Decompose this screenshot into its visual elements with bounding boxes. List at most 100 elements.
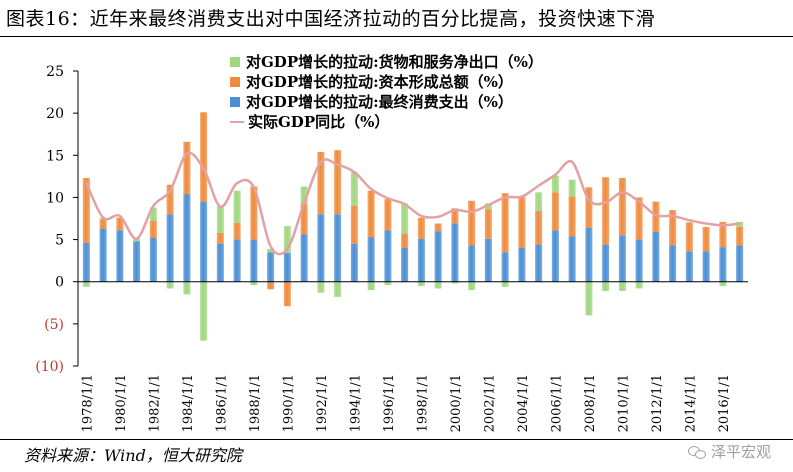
- legend-swatch-capital-formation: [230, 77, 240, 87]
- x-tick-label: 1996/1/1: [382, 374, 397, 432]
- legend-label-net-exports: 对GDP增长的拉动:货物和服务净出口（%）: [246, 53, 543, 71]
- consumption-bar: [736, 245, 744, 282]
- net-exports-bar: [384, 281, 392, 286]
- net-exports-bar: [166, 281, 174, 289]
- capital-formation-bar: [149, 221, 157, 238]
- x-tick-label: 1998/1/1: [415, 374, 430, 432]
- x-tick-label: 1990/1/1: [281, 374, 296, 432]
- capital-formation-bar: [551, 192, 559, 231]
- consumption-bar: [384, 230, 392, 282]
- net-exports-bar: [551, 175, 559, 193]
- net-exports-bar: [451, 281, 459, 284]
- x-tick-label: 2006/1/1: [549, 374, 564, 432]
- capital-formation-bar: [250, 186, 258, 240]
- x-tick-label: 2010/1/1: [616, 374, 631, 432]
- consumption-bar: [568, 236, 576, 282]
- net-exports-bar: [317, 281, 325, 293]
- legend-item-consumption: 对GDP增长的拉动:最终消费支出（%）: [230, 92, 543, 112]
- consumption-bar: [652, 231, 660, 282]
- consumption-bar: [484, 238, 492, 282]
- y-axis: 25 20 15 10 5 0 (5) (10): [35, 64, 79, 375]
- consumption-bar: [116, 230, 124, 282]
- capital-formation-bar: [267, 281, 275, 290]
- y-tick-label: 25: [46, 64, 64, 80]
- capital-formation-bar: [518, 197, 526, 248]
- x-tick-label: 2004/1/1: [516, 374, 531, 432]
- net-exports-bar: [417, 281, 425, 286]
- legend-swatch-net-exports: [230, 57, 240, 67]
- x-tick-label: 2016/1/1: [717, 374, 732, 432]
- capital-formation-bar: [484, 209, 492, 239]
- net-exports-bar: [300, 186, 308, 204]
- bottom-rule: [0, 439, 793, 440]
- net-exports-bar: [434, 281, 442, 289]
- x-tick-label: 1980/1/1: [114, 374, 129, 432]
- capital-formation-bar: [283, 281, 291, 307]
- wechat-icon: [687, 445, 706, 459]
- capital-formation-bar: [535, 210, 543, 245]
- consumption-bar: [317, 214, 325, 282]
- x-tick-label: 1994/1/1: [348, 374, 363, 432]
- consumption-bar: [283, 253, 291, 282]
- consumption-bar: [518, 248, 526, 282]
- capital-formation-bar: [635, 197, 643, 240]
- gdp-growth-line: [85, 151, 740, 256]
- consumption-bar: [300, 234, 308, 282]
- consumption-bar: [434, 231, 442, 282]
- consumption-bar: [719, 247, 727, 282]
- capital-formation-bar: [501, 193, 509, 253]
- capital-formation-bar: [602, 177, 610, 245]
- consumption-bar: [702, 251, 710, 282]
- consumption-bar: [99, 228, 107, 282]
- x-tick-label: 2000/1/1: [449, 374, 464, 432]
- net-exports-bar: [568, 179, 576, 197]
- x-tick-label: 1986/1/1: [214, 374, 229, 432]
- chart-legend: 对GDP增长的拉动:货物和服务净出口（%） 对GDP增长的拉动:资本形成总额（%…: [230, 52, 543, 132]
- net-exports-bar: [233, 190, 241, 223]
- consumption-bar: [585, 227, 593, 282]
- consumption-bar: [216, 243, 224, 282]
- consumption-bar: [166, 214, 174, 282]
- legend-swatch-gdp: [230, 121, 244, 123]
- consumption-bar: [267, 252, 275, 282]
- capital-formation-bar: [183, 141, 191, 195]
- net-exports-bar: [250, 281, 258, 286]
- x-tick-label: 2014/1/1: [683, 374, 698, 432]
- legend-item-net-exports: 对GDP增长的拉动:货物和服务净出口（%）: [230, 52, 543, 72]
- capital-formation-bar: [417, 217, 425, 239]
- consumption-bar: [149, 237, 157, 282]
- capital-formation-bar: [434, 223, 442, 232]
- x-tick-label: 1988/1/1: [248, 374, 263, 432]
- net-exports-bar: [618, 281, 626, 291]
- capital-formation-bar: [99, 219, 107, 229]
- y-tick-label: 10: [46, 190, 64, 206]
- x-tick-label: 1992/1/1: [315, 374, 330, 432]
- consumption-bar: [350, 243, 358, 282]
- capital-formation-bar: [334, 150, 342, 215]
- consumption-bar: [367, 237, 375, 282]
- net-exports-bar: [367, 281, 375, 291]
- consumption-bar: [635, 239, 643, 282]
- net-exports-bar: [350, 172, 358, 206]
- capital-formation-bar: [401, 233, 409, 248]
- net-exports-bar: [535, 192, 543, 211]
- capital-formation-bar: [317, 151, 325, 215]
- net-exports-bar: [200, 281, 208, 341]
- capital-formation-bar: [685, 222, 693, 252]
- consumption-bar: [82, 242, 90, 282]
- capital-formation-bar: [719, 221, 727, 248]
- net-exports-bar: [585, 281, 593, 316]
- net-exports-bar: [149, 207, 157, 222]
- bar-series-group: [82, 112, 744, 341]
- net-exports-bar: [82, 281, 90, 287]
- gdp-line-group: [85, 151, 740, 256]
- net-exports-bar: [283, 226, 291, 254]
- consumption-bar: [401, 248, 409, 282]
- capital-formation-bar: [233, 222, 241, 240]
- source-note: 资料来源：Wind，恒大研究院: [24, 446, 242, 465]
- consumption-bar: [417, 238, 425, 282]
- capital-formation-bar: [367, 190, 375, 238]
- y-tick-label: 20: [46, 106, 64, 122]
- x-tick-label: 2002/1/1: [482, 374, 497, 432]
- x-axis: 1978/1/1 1980/1/1 1982/1/1 1984/1/1 1986/1/1…: [78, 281, 748, 432]
